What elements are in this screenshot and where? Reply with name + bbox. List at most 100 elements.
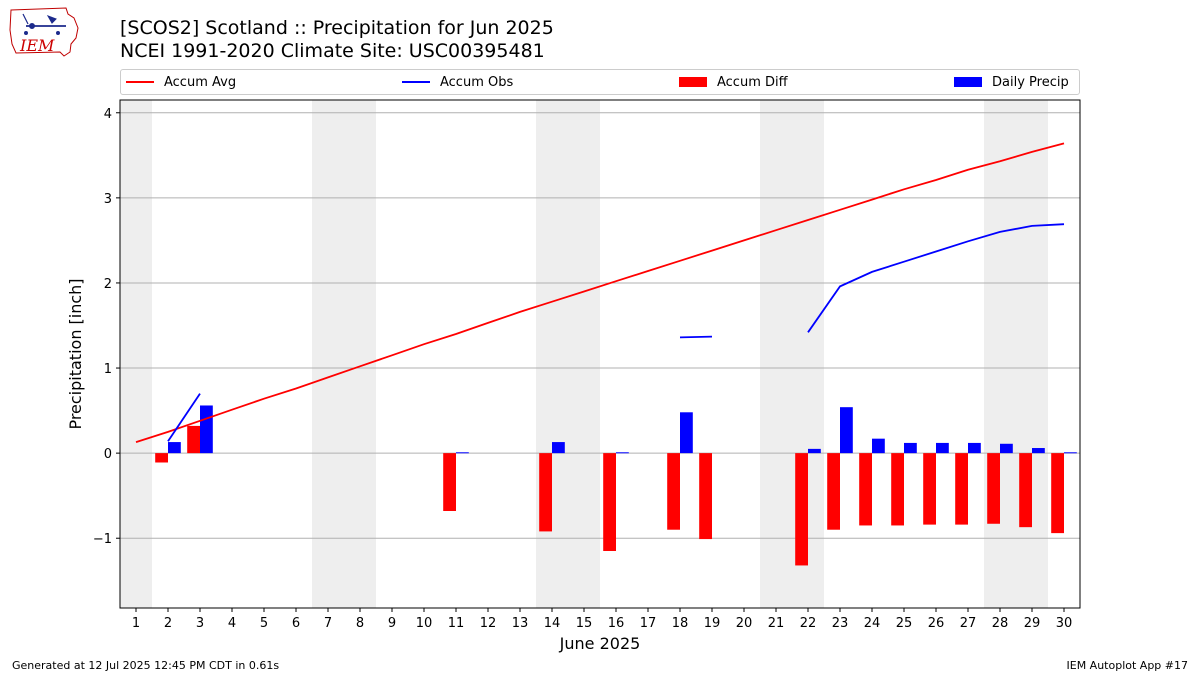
x-tick-label: 30 — [1056, 616, 1073, 631]
x-tick-label: 10 — [416, 616, 433, 631]
x-tick-label: 25 — [896, 616, 913, 631]
precip-bar-day-24 — [872, 438, 885, 454]
precip-bar-day-3 — [200, 405, 213, 454]
x-tick-label: 3 — [196, 616, 204, 631]
x-tick-label: 8 — [356, 616, 364, 631]
precip-bar-day-25 — [904, 442, 917, 454]
x-tick-label: 27 — [960, 616, 977, 631]
weekend-band-21 — [760, 100, 792, 608]
chart-subtitle: NCEI 1991-2020 Climate Site: USC00395481 — [120, 40, 545, 62]
x-tick-label: 6 — [292, 616, 300, 631]
plot-frame — [119, 99, 1081, 609]
x-tick-label: 18 — [672, 616, 689, 631]
x-tick-label: 19 — [704, 616, 721, 631]
x-tick-label: 12 — [480, 616, 497, 631]
iem-logo: IEM — [9, 7, 79, 57]
footer-generated: Generated at 12 Jul 2025 12:45 PM CDT in… — [12, 659, 280, 672]
legend-item-accum-diff: Accum Diff — [679, 70, 788, 94]
legend-swatch-accum-obs — [402, 81, 430, 83]
x-tick-label: 29 — [1024, 616, 1041, 631]
x-tick-label: 7 — [324, 616, 332, 631]
x-tick-label: 2 — [164, 616, 172, 631]
x-tick-label: 20 — [736, 616, 753, 631]
x-tick-label: 13 — [512, 616, 529, 631]
precip-bar-day-11 — [456, 452, 469, 454]
y-tick-label: 4 — [104, 107, 112, 122]
x-tick-label: 15 — [576, 616, 593, 631]
diff-bar-day-25 — [891, 453, 904, 526]
weekend-band-7 — [312, 100, 344, 608]
x-tick-label: 9 — [388, 616, 396, 631]
precip-bar-day-29 — [1032, 448, 1045, 454]
y-tick-label: 0 — [104, 447, 112, 462]
diff-bar-day-26 — [923, 453, 936, 525]
diff-bar-day-18 — [667, 453, 680, 530]
diff-bar-day-27 — [955, 453, 968, 525]
diff-bar-day-14 — [539, 453, 552, 532]
weekend-band-29 — [1016, 100, 1048, 608]
weekend-band-15 — [568, 100, 600, 608]
legend-label-accum-diff: Accum Diff — [717, 74, 788, 90]
x-tick-label: 21 — [768, 616, 785, 631]
iem-logo-text: IEM — [19, 36, 55, 55]
weekend-band-8 — [344, 100, 376, 608]
x-tick-label: 5 — [260, 616, 268, 631]
diff-bar-day-16 — [603, 453, 616, 551]
accum-avg-line-segment-0 — [135, 142, 1065, 443]
precip-bar-day-28 — [1000, 443, 1013, 454]
y-tick-label: 2 — [104, 277, 112, 292]
accum-obs-line-segment-0 — [167, 393, 201, 442]
iowa-outline-icon — [9, 7, 79, 57]
legend-label-accum-obs: Accum Obs — [440, 74, 514, 90]
weather-station-icon — [22, 13, 66, 35]
diff-bar-day-24 — [859, 453, 872, 526]
x-tick-label: 14 — [544, 616, 561, 631]
y-axis-label: Precipitation [inch] — [66, 278, 85, 429]
weekend-band-14 — [536, 100, 568, 608]
precip-bar-day-27 — [968, 442, 981, 454]
diff-bar-day-11 — [443, 453, 456, 511]
y-tick-label: −1 — [93, 532, 112, 547]
precip-bar-day-18 — [680, 412, 693, 454]
x-tick-label: 24 — [864, 616, 881, 631]
diff-bar-day-3 — [187, 425, 200, 454]
x-tick-label: 23 — [832, 616, 849, 631]
legend-item-daily-precip: Daily Precip — [954, 70, 1069, 94]
x-tick-label: 16 — [608, 616, 625, 631]
diff-bar-day-2 — [155, 453, 168, 463]
precip-bar-day-26 — [936, 442, 949, 454]
footer-app: IEM Autoplot App #17 — [1066, 659, 1189, 672]
diff-bar-day-29 — [1019, 453, 1032, 528]
weekend-band-1 — [120, 100, 152, 608]
y-tick-label: 1 — [104, 362, 112, 377]
y-tick-label: 3 — [104, 192, 112, 207]
legend-swatch-accum-diff — [679, 77, 707, 87]
x-tick-label: 17 — [640, 616, 657, 631]
diff-bar-day-30 — [1051, 453, 1064, 534]
x-tick-label: 1 — [132, 616, 140, 631]
precip-bar-day-23 — [840, 407, 853, 454]
x-tick-label: 11 — [448, 616, 465, 631]
legend-swatch-accum-avg — [126, 81, 154, 83]
precip-bar-day-14 — [552, 442, 565, 454]
accum-obs-line-segment-2 — [807, 223, 1065, 333]
precip-bar-day-16 — [616, 452, 629, 454]
x-tick-label: 22 — [800, 616, 817, 631]
legend-swatch-daily-precip — [954, 77, 982, 87]
x-tick-label: 4 — [228, 616, 236, 631]
weekend-band-28 — [984, 100, 1016, 608]
x-axis-label: June 2025 — [559, 634, 641, 653]
chart-title: [SCOS2] Scotland :: Precipitation for Ju… — [120, 17, 554, 39]
diff-bar-day-28 — [987, 453, 1000, 524]
chart-legend: Accum Avg Accum Obs Accum Diff Daily Pre… — [120, 69, 1080, 95]
diff-bar-day-19 — [699, 453, 712, 540]
precip-bar-day-2 — [168, 442, 181, 454]
precip-bar-day-22 — [808, 448, 821, 454]
accum-obs-line-segment-1 — [679, 335, 713, 339]
x-tick-label: 28 — [992, 616, 1009, 631]
legend-label-daily-precip: Daily Precip — [992, 74, 1069, 90]
diff-bar-day-22 — [795, 453, 808, 566]
diff-bar-day-23 — [827, 453, 840, 530]
legend-item-accum-avg: Accum Avg — [126, 70, 236, 94]
